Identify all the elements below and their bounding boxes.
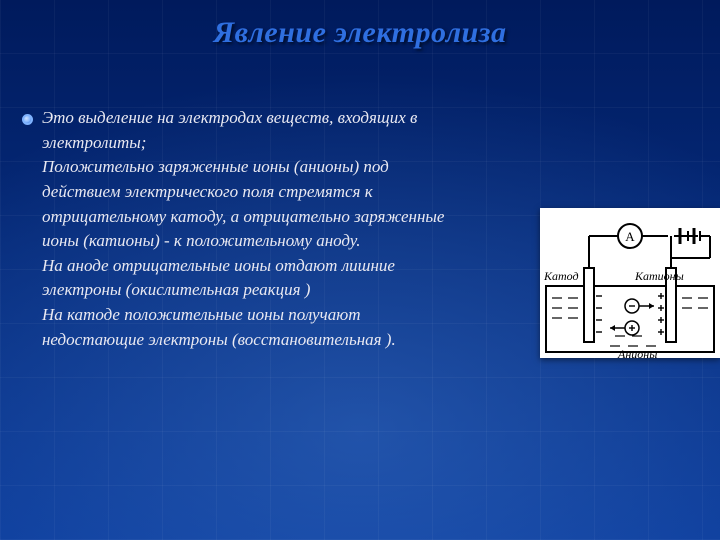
cations-label: Катионы bbox=[634, 269, 684, 283]
electrolysis-diagram: A Катод Катионы Анионы bbox=[540, 208, 720, 358]
ammeter-label: A bbox=[625, 229, 635, 244]
anions-label: Анионы bbox=[617, 347, 657, 358]
bullet-icon bbox=[22, 114, 33, 125]
cathode-label: Катод bbox=[543, 269, 579, 283]
slide-title: Явление электролиза bbox=[0, 16, 720, 50]
body-paragraph: Это выделение на электродах веществ, вхо… bbox=[42, 106, 460, 352]
